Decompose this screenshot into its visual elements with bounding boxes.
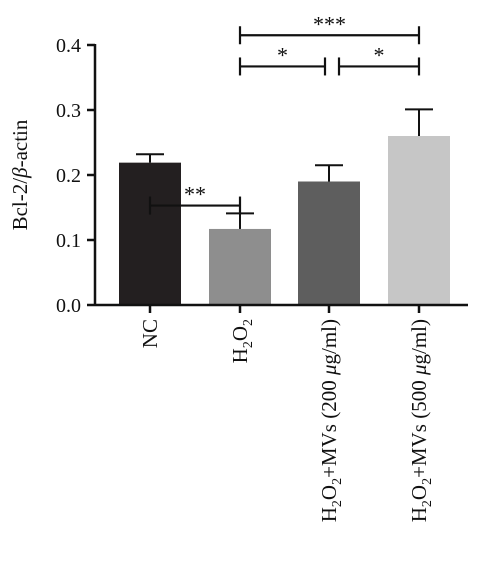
bar-2: [298, 181, 360, 305]
x-category-label-0: NC: [138, 319, 162, 348]
bar-0: [119, 162, 181, 305]
y-axis-label: Bcl-2/β-actin: [8, 119, 32, 230]
plot-area: 0.0 0.1 0.2 0.3 0.4 Bcl-2/β-actin NC H2O2 H2O2+M…: [8, 11, 468, 522]
sig-label-3: ***: [313, 11, 346, 36]
x-category-label-3: H2O2+MVs (500 μg/ml): [407, 319, 435, 522]
y-tick-label-2: 0.2: [56, 165, 81, 187]
x-category-label-1: H2O2: [228, 319, 256, 363]
y-tick-label-0: 0.0: [56, 295, 81, 317]
x-category-label-2: H2O2+MVs (200 μg/ml): [317, 319, 345, 522]
bar-1: [209, 228, 271, 305]
sig-label-1: *: [277, 42, 288, 67]
bar-3: [388, 136, 450, 305]
y-tick-label-1: 0.1: [56, 230, 81, 252]
y-tick-label-3: 0.3: [56, 100, 81, 122]
sig-label-2: *: [374, 42, 385, 67]
sig-label-0: **: [184, 182, 206, 207]
y-tick-label-4: 0.4: [56, 35, 81, 57]
